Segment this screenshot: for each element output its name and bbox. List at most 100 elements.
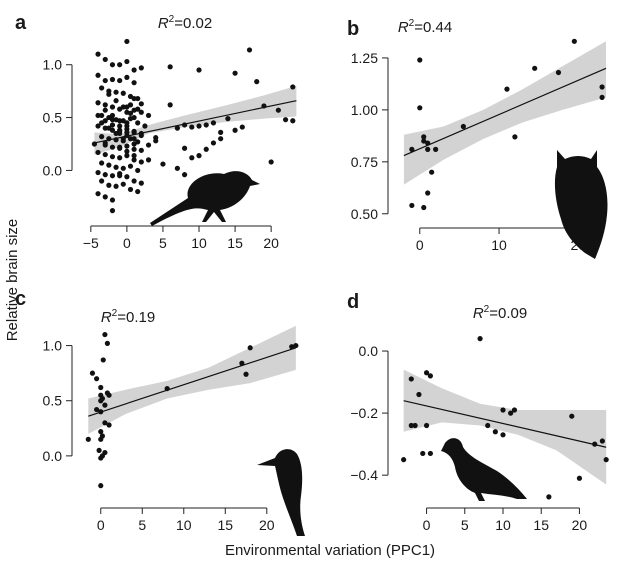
data-point [293,342,299,349]
panel-d: −0.4 −0.2 0.0 0 5 10 15 20 d R2=0.09 [347,291,609,533]
data-point [145,112,152,119]
data-point [106,125,112,131]
x-tick-label: 0 [416,237,424,253]
data-point [109,117,116,123]
data-point [599,94,605,101]
data-point [106,422,112,428]
data-point [196,123,202,129]
y-tick-label: 0.50 [351,206,378,222]
small-bird-icon [150,171,260,226]
data-point [218,129,224,135]
data-point [117,62,123,68]
data-point [254,79,260,85]
data-point [102,107,108,113]
r-squared-label: R2=0.19 [101,308,155,326]
data-point [102,331,108,338]
data-point [109,197,116,203]
data-point [203,146,209,152]
data-point [135,120,141,126]
panels: 0.00.51.0−5 0 5 10 15 20a R2=0.020.500.751.001… [15,12,609,536]
y-tick-label: 0.0 [359,343,379,359]
confidence-band [403,369,607,485]
data-point [485,422,491,429]
data-point [127,186,134,193]
y-tick-label: 0.75 [351,154,378,170]
data-point [113,89,119,95]
data-point [131,95,137,102]
data-point [174,125,180,131]
y-tick-label: 1.0 [43,57,63,73]
data-point [120,181,126,187]
data-point [189,124,195,130]
data-point [218,136,224,142]
data-point [416,391,422,398]
regression-line [94,100,297,144]
x-tick-label: 5 [461,517,469,533]
data-point [138,180,144,186]
data-point [106,182,112,188]
data-point [138,109,144,115]
data-point [109,122,116,128]
data-point [427,450,433,457]
data-point [127,136,134,142]
data-point [95,72,101,78]
y-tick-label: 0.5 [43,110,63,126]
data-point [95,149,101,156]
data-point [421,134,427,140]
data-point [145,142,152,148]
regression-line [88,347,297,417]
data-point [102,172,108,178]
data-point [412,422,418,429]
data-point [109,76,116,83]
data-point [282,117,289,123]
data-point [409,202,415,209]
data-point [417,57,423,63]
data-point [104,340,110,346]
data-point [131,67,137,73]
owl-icon [554,150,608,259]
y-tick-label: 0.5 [43,393,63,409]
data-point [117,130,123,137]
data-point [135,167,141,174]
data-point [120,90,126,96]
data-point [268,159,274,165]
y-tick-label: 0.0 [43,448,63,464]
data-point [460,123,466,130]
x-tick-label: 10 [491,237,507,253]
data-point [603,457,609,463]
data-point [243,371,249,377]
data-point [145,157,152,163]
data-point [124,143,130,149]
data-point [555,69,562,76]
data-point [127,110,134,116]
data-point [571,38,577,44]
x-tick-label: 15 [217,517,233,533]
data-point [423,422,430,429]
data-point [420,450,426,457]
panel-c: 0.0 0.5 1.0 0 5 10 15 20 c R2=0.19 [15,288,305,536]
r-squared-label: R2=0.09 [473,304,527,322]
data-point [289,344,295,350]
data-point [117,144,123,150]
regression-line [403,400,607,448]
data-point [504,86,510,92]
data-point [98,384,104,391]
data-point [196,153,202,159]
data-point [409,146,415,152]
panel-letter: a [15,12,27,34]
data-point [96,447,102,453]
data-point [421,138,427,144]
data-point [433,146,439,152]
data-point [189,155,195,161]
data-point [106,162,112,168]
woodpecker-icon [257,449,305,536]
data-point [576,475,583,481]
data-point [417,105,423,111]
data-point [109,104,116,110]
data-point [508,410,514,416]
data-point [181,145,188,151]
data-point [500,407,506,413]
x-tick-label: −5 [83,235,99,251]
x-tick-label: 20 [572,517,588,533]
